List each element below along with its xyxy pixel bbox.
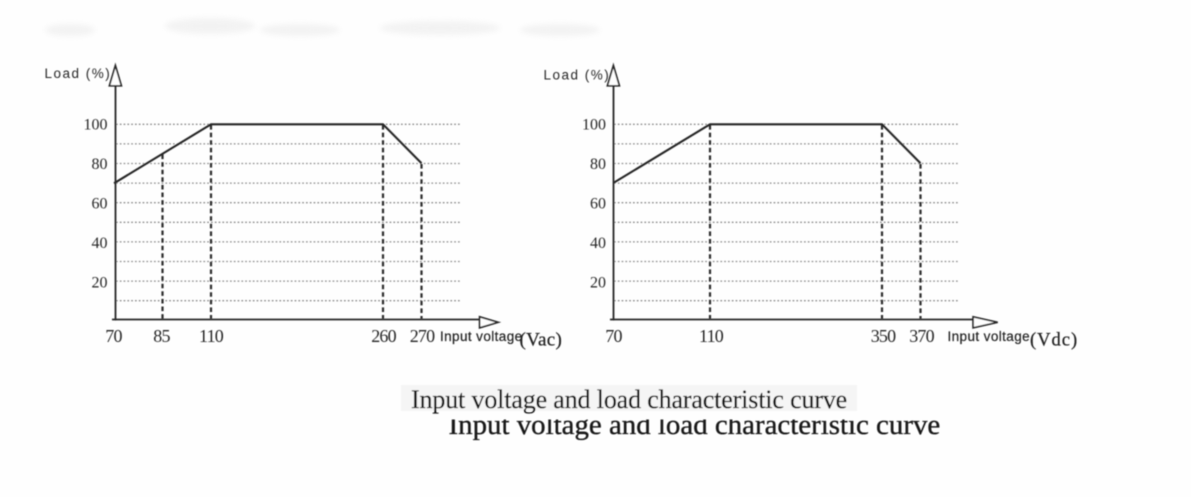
svg-text:85: 85 (153, 326, 170, 346)
svg-text:60: 60 (590, 196, 606, 213)
svg-text:Input voltage: Input voltage (440, 329, 523, 344)
svg-text:(Vac): (Vac) (520, 330, 563, 351)
svg-text:60: 60 (92, 196, 108, 213)
svg-text:(Vdc): (Vdc) (1030, 331, 1078, 351)
svg-text:80: 80 (92, 156, 108, 173)
svg-text:110: 110 (199, 326, 224, 346)
svg-text:Load (%): Load (%) (544, 68, 611, 83)
svg-text:370: 370 (909, 326, 934, 346)
svg-text:70: 70 (605, 326, 622, 346)
svg-text:100: 100 (582, 117, 606, 134)
svg-text:260: 260 (371, 326, 396, 346)
svg-text:40: 40 (92, 235, 108, 252)
svg-text:Input voltage and load charact: Input voltage and load characteristic cu… (411, 385, 847, 414)
svg-text:80: 80 (590, 156, 606, 173)
svg-text:Load (%): Load (%) (45, 66, 112, 81)
svg-text:20: 20 (92, 275, 108, 292)
svg-text:110: 110 (699, 326, 724, 346)
svg-text:350: 350 (871, 326, 896, 346)
svg-text:40: 40 (590, 235, 606, 252)
svg-text:Input voltage: Input voltage (948, 329, 1031, 344)
svg-text:270: 270 (410, 326, 435, 346)
svg-text:Input voltage and load charact: Input voltage and load characteristic cu… (449, 409, 941, 441)
svg-text:100: 100 (84, 117, 108, 134)
svg-text:20: 20 (590, 275, 606, 292)
svg-text:70: 70 (105, 326, 122, 346)
